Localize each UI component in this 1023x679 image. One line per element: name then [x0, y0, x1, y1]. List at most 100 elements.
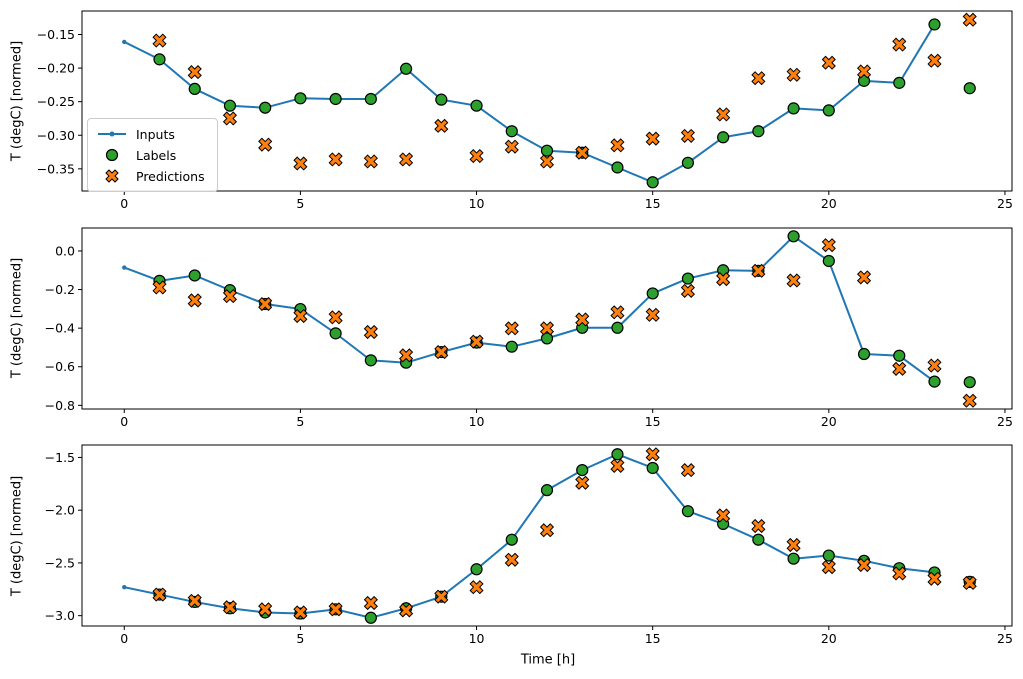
prediction-marker — [434, 118, 449, 133]
label-marker — [188, 82, 201, 96]
label-marker — [646, 461, 659, 475]
x-tick-label: 10 — [469, 631, 485, 646]
subplot-1: 0 5 10 15 20 25 0.0 −0.2 −0.4 −0.6 −0.8 — [45, 227, 1013, 429]
label-marker — [470, 563, 483, 576]
label-marker — [505, 340, 518, 353]
y-tick-label: −0.30 — [37, 128, 75, 143]
prediction-marker — [751, 518, 766, 534]
prediction-marker — [363, 324, 378, 340]
labels-circle-icon — [105, 148, 119, 162]
prediction-marker — [927, 53, 942, 68]
prediction-marker — [645, 447, 660, 462]
label-marker — [681, 272, 695, 285]
legend-label-predictions: Predictions — [136, 168, 205, 184]
prediction-marker — [610, 305, 625, 320]
prediction-marker — [399, 152, 414, 167]
y-tick-label: −3.0 — [45, 608, 75, 623]
x-tick-label: 5 — [296, 414, 304, 429]
prediction-marker — [469, 334, 484, 349]
prediction-marker — [504, 321, 519, 336]
prediction-marker — [152, 33, 167, 48]
x-tick-label: 0 — [120, 631, 128, 646]
prediction-marker — [645, 307, 660, 322]
prediction-marker — [222, 600, 238, 615]
x-tick-label: 5 — [296, 631, 304, 646]
prediction-marker — [786, 273, 801, 288]
label-marker — [470, 99, 483, 112]
y-tick-label: −0.6 — [45, 359, 75, 374]
prediction-marker — [469, 580, 484, 595]
prediction-marker — [856, 64, 872, 79]
prediction-marker — [363, 595, 378, 611]
prediction-marker — [152, 587, 167, 602]
inputs-line-icon — [98, 131, 126, 137]
label-marker — [717, 131, 730, 144]
label-marker — [752, 533, 765, 546]
label-marker — [294, 92, 307, 105]
x-tick-label: 0 — [120, 196, 128, 211]
label-marker — [188, 269, 201, 282]
x-tick-label: 20 — [821, 196, 837, 211]
label-marker — [399, 62, 413, 75]
prediction-marker — [363, 154, 378, 169]
label-marker — [787, 552, 800, 565]
prediction-marker — [434, 345, 449, 360]
label-marker — [611, 321, 624, 334]
label-marker — [857, 74, 871, 87]
prediction-marker — [786, 67, 801, 82]
prediction-marker — [504, 552, 519, 567]
label-marker — [576, 464, 589, 477]
prediction-marker — [892, 566, 907, 581]
prediction-marker — [927, 358, 942, 373]
prediction-marker — [645, 131, 660, 146]
label-marker — [822, 549, 835, 562]
label-marker — [646, 287, 659, 300]
input-marker — [122, 584, 127, 590]
x-tick-label: 20 — [821, 414, 837, 429]
label-marker — [611, 161, 624, 174]
label-marker — [329, 92, 342, 106]
label-marker — [681, 156, 695, 169]
prediction-marker — [539, 154, 555, 169]
x-tick-label: 15 — [645, 196, 661, 211]
prediction-marker — [258, 296, 273, 312]
prediction-marker — [680, 463, 695, 478]
predictions-x-icon — [105, 169, 119, 183]
x-tick-label: 25 — [997, 414, 1013, 429]
label-marker — [893, 349, 906, 362]
y-tick-label: −0.4 — [45, 321, 75, 336]
prediction-marker — [892, 361, 907, 376]
x-tick-label: 10 — [469, 196, 485, 211]
prediction-marker — [716, 272, 731, 287]
input-marker — [122, 265, 127, 270]
x-tick-label: 10 — [469, 414, 485, 429]
label-marker — [153, 53, 166, 66]
legend-item-labels: Labels — [96, 147, 205, 163]
label-marker — [435, 93, 448, 106]
prediction-marker — [575, 312, 590, 327]
prediction-marker — [504, 139, 519, 154]
prediction-marker — [152, 280, 167, 295]
label-marker — [822, 104, 835, 117]
labels-circle-glyph — [105, 148, 119, 162]
y-tick-label: −1.5 — [45, 450, 75, 465]
label-marker — [928, 18, 941, 31]
y-tick-label: −0.20 — [37, 61, 75, 76]
label-marker — [646, 176, 659, 189]
prediction-marker — [821, 55, 836, 70]
prediction-marker — [469, 149, 484, 164]
prediction-marker — [962, 575, 977, 591]
prediction-marker — [258, 137, 273, 152]
input-marker — [122, 39, 127, 45]
label-marker — [963, 376, 976, 389]
label-marker — [681, 505, 695, 518]
y-tick-label: −0.2 — [45, 282, 75, 297]
label-marker — [787, 102, 800, 115]
prediction-marker — [962, 12, 977, 27]
prediction-marker — [328, 310, 343, 325]
prediction-marker — [856, 557, 872, 573]
prediction-marker — [575, 475, 590, 490]
prediction-marker — [680, 283, 695, 298]
x-tick-label: 15 — [645, 414, 661, 429]
